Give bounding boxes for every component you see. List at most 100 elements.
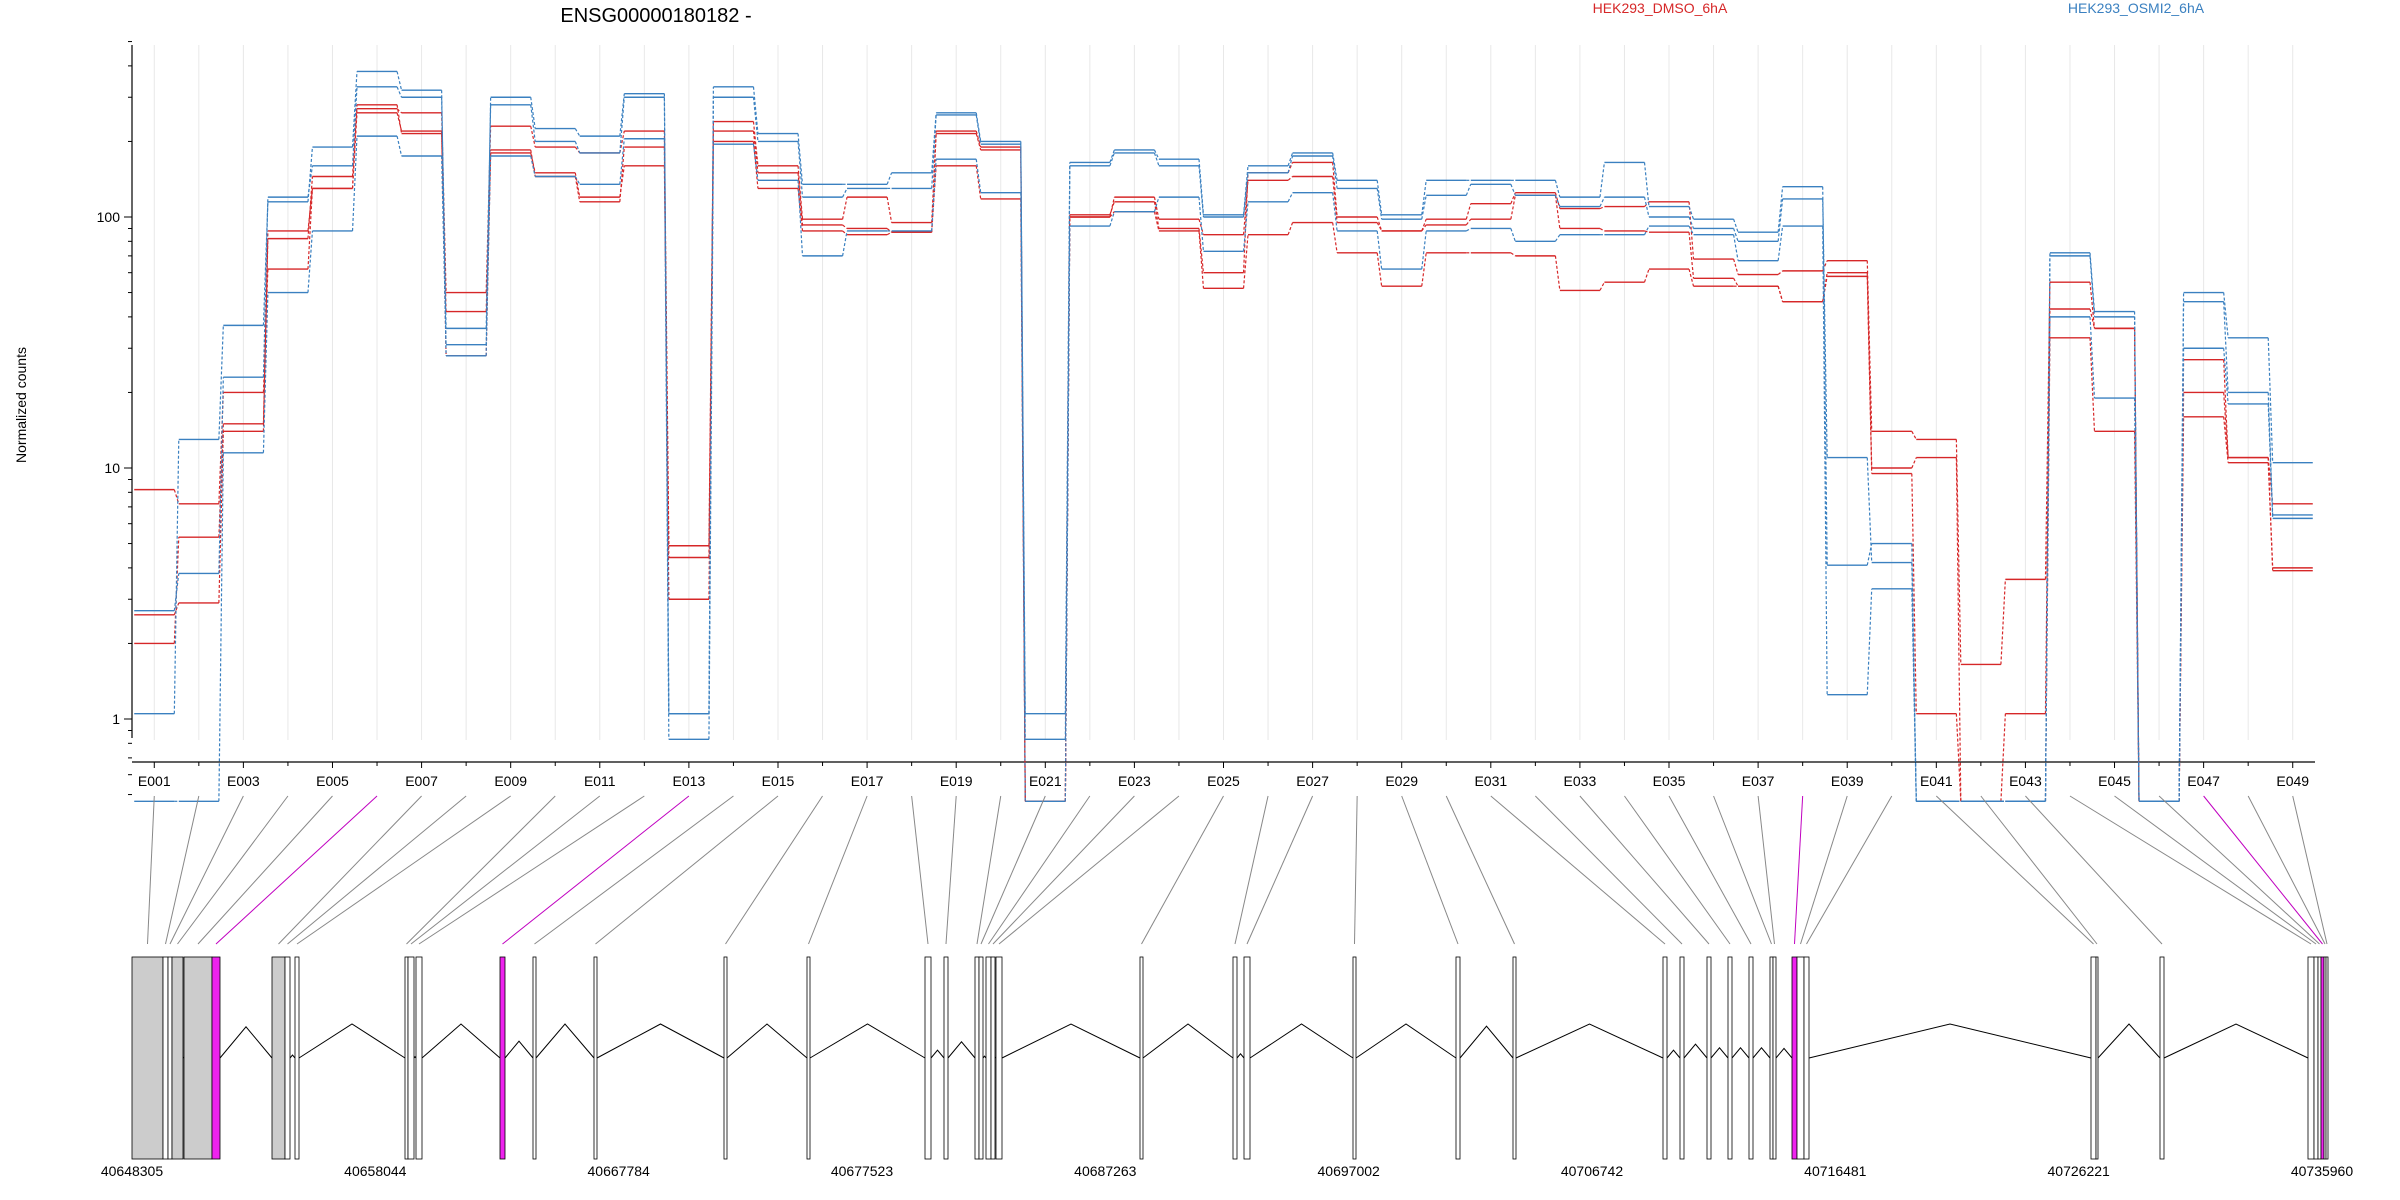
series-connector <box>307 188 314 231</box>
series-connector <box>886 172 893 185</box>
series-connector <box>1911 473 1917 714</box>
intron <box>1355 1023 1457 1059</box>
connector-E007 <box>278 795 422 945</box>
series-connector <box>173 573 180 611</box>
series-connector <box>1510 184 1516 196</box>
series-connector <box>1866 260 1873 432</box>
series-connector <box>1020 141 1026 714</box>
exon-E028 <box>1352 956 1357 1160</box>
series-connector <box>441 97 447 329</box>
series-connector <box>797 165 804 220</box>
series-connector <box>1911 543 1917 802</box>
series-connector <box>1911 457 1917 469</box>
series-connector <box>396 86 403 98</box>
series-connector <box>752 130 759 173</box>
series-connector <box>1777 198 1784 242</box>
connector-E025 <box>1141 795 1224 945</box>
series-connector <box>1955 439 1962 665</box>
series-connector <box>396 112 403 132</box>
series-connector <box>1777 286 1784 302</box>
intron <box>596 1023 725 1059</box>
intron <box>1515 1023 1664 1059</box>
series-connector <box>2089 255 2096 317</box>
series-connector <box>1153 196 1160 212</box>
series-connector <box>173 439 180 714</box>
chart-title: ENSG00000180182 - <box>560 5 751 27</box>
exon-label: E031 <box>1474 773 1507 789</box>
series-connector <box>218 452 224 802</box>
series-connector <box>530 126 536 148</box>
series-connector <box>1109 211 1115 227</box>
series-connector <box>351 86 358 166</box>
series-connector <box>1733 219 1739 233</box>
series-connector <box>1510 195 1516 220</box>
exon-E018 <box>924 956 932 1160</box>
intron <box>982 1055 987 1059</box>
connector-E013 <box>502 795 690 945</box>
y-tick-label: 100 <box>97 209 121 225</box>
intron <box>1249 1023 1354 1059</box>
connector-E044 <box>2069 795 2312 945</box>
coordinate-label: 40658044 <box>344 1163 407 1179</box>
series-connector <box>2223 416 2229 463</box>
series-connector <box>1688 206 1695 220</box>
series-connector <box>1911 431 1917 440</box>
series-connector <box>1465 218 1472 226</box>
connector-E027 <box>1246 795 1314 945</box>
series-connector <box>307 230 314 293</box>
series-connector <box>2044 316 2051 802</box>
intron <box>2163 1023 2309 1059</box>
series-connector <box>1599 206 1605 210</box>
series-connector <box>1466 227 1472 232</box>
exon-E016 <box>723 956 728 1160</box>
series-connector <box>2133 398 2140 802</box>
exon-E026 <box>1232 956 1238 1160</box>
series-connector <box>797 133 804 185</box>
series-connector <box>1287 176 1293 181</box>
series-connector <box>485 104 492 329</box>
series-connector <box>619 93 625 137</box>
exon-E023 <box>990 956 996 1160</box>
series-connector <box>2178 348 2185 802</box>
series-connector <box>1777 270 1783 275</box>
intron <box>535 1023 595 1059</box>
exon-label: E023 <box>1118 773 1151 789</box>
series-connector <box>1332 176 1338 223</box>
connector-E024 <box>998 795 1180 945</box>
series-connector <box>1421 252 1427 287</box>
exon-E035 <box>1748 956 1754 1160</box>
series-connector <box>842 224 848 229</box>
exon-label: E027 <box>1296 773 1329 789</box>
intron <box>1459 1025 1514 1059</box>
series-connector <box>1554 255 1561 291</box>
connector-E020 <box>976 795 1002 945</box>
series-connector <box>842 197 848 220</box>
coordinate-label: 40716481 <box>1804 1163 1867 1179</box>
series-connector <box>1777 226 1784 261</box>
intron <box>1666 1049 1681 1059</box>
series-connector <box>1599 281 1605 291</box>
series-connector <box>1599 196 1605 207</box>
exon-E044 <box>2307 956 2315 1160</box>
coordinate-label: 40648305 <box>101 1163 164 1179</box>
exon-E049 <box>2325 956 2329 1160</box>
series-connector <box>1287 222 1294 235</box>
series-connector <box>1376 252 1383 287</box>
series-HEK293_OSMI2_6hA-5 <box>134 135 2313 803</box>
exon-label: E047 <box>2187 773 2220 789</box>
series-connector <box>1688 268 1695 287</box>
connector-E022 <box>988 795 1091 945</box>
series-connector <box>1376 230 1383 270</box>
series-connector <box>574 172 581 198</box>
series-connector <box>619 138 625 185</box>
series-connector <box>931 114 937 189</box>
series-connector <box>1020 192 1026 802</box>
connector-E011 <box>410 795 601 945</box>
series-connector <box>1153 149 1160 160</box>
series-connector <box>931 159 937 231</box>
series-connector <box>2089 337 2096 432</box>
series-connector <box>2267 457 2274 571</box>
series-connector <box>262 230 269 432</box>
series-connector <box>1376 180 1383 215</box>
series-connector <box>574 176 581 202</box>
